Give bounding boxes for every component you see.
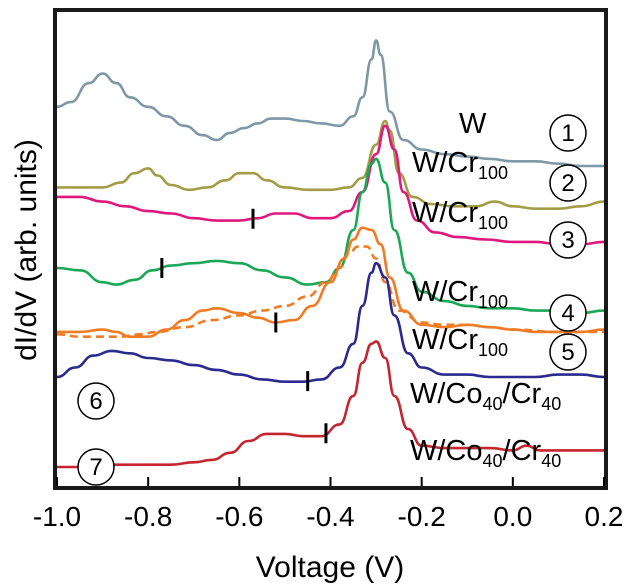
series-label-3: W/Cr100 bbox=[412, 197, 508, 233]
series-layer bbox=[56, 39, 605, 469]
svg-text:5: 5 bbox=[561, 339, 574, 366]
series-number-5: 5 bbox=[549, 333, 587, 371]
series-number-6: 6 bbox=[77, 382, 115, 420]
series-number-4: 4 bbox=[549, 294, 587, 332]
x-tick-label: -0.8 bbox=[124, 501, 172, 532]
series-label-2: W/Cr100 bbox=[412, 147, 508, 183]
series-label-7: W/Co40/Cr40 bbox=[410, 378, 561, 414]
series-number-3: 3 bbox=[549, 221, 587, 259]
x-axis-ticks: -1.0 -0.8 -0.6 -0.4 -0.2 0.0 0.2 bbox=[33, 477, 624, 532]
series-label-8: W/Co40/Cr40 bbox=[410, 435, 561, 471]
series-number-7: 7 bbox=[77, 448, 115, 486]
series-number-2: 2 bbox=[549, 164, 587, 202]
y-axis-label: dI/dV (arb. units) bbox=[10, 139, 43, 361]
x-tick-label: -0.2 bbox=[398, 501, 446, 532]
svg-text:2: 2 bbox=[561, 170, 574, 197]
series-line-2 bbox=[57, 119, 605, 210]
svg-text:6: 6 bbox=[89, 388, 102, 415]
x-tick-label: -0.4 bbox=[306, 501, 354, 532]
plot-frame bbox=[53, 8, 608, 490]
x-tick-label: -1.0 bbox=[33, 501, 81, 532]
x-axis-label: Voltage (V) bbox=[256, 551, 404, 584]
series-line-1 bbox=[56, 39, 604, 168]
svg-text:3: 3 bbox=[561, 227, 574, 254]
x-tick-label: 0.0 bbox=[493, 501, 532, 532]
series-number-1: 1 bbox=[549, 114, 587, 152]
series-line-8 bbox=[56, 340, 604, 469]
series-line-7 bbox=[56, 261, 605, 384]
series-line-3 bbox=[57, 124, 605, 246]
svg-text:7: 7 bbox=[89, 454, 102, 481]
series-number-badges: 1 2 3 4 5 6 7 bbox=[77, 114, 587, 486]
series-line-4 bbox=[56, 157, 605, 315]
x-tick-label: 0.2 bbox=[585, 501, 624, 532]
series-line-6 bbox=[56, 245, 604, 339]
series-label-5: W/Cr100 bbox=[412, 324, 508, 360]
x-tick-label: -0.6 bbox=[215, 501, 263, 532]
svg-text:4: 4 bbox=[561, 300, 574, 327]
series-label-4: W/Cr100 bbox=[412, 276, 508, 312]
svg-text:1: 1 bbox=[561, 120, 574, 147]
series-label-1: W bbox=[459, 108, 487, 140]
series-line-5 bbox=[56, 226, 605, 339]
series-labels: W W/Cr100 W/Cr100 W/Cr100 W/Cr100 W/Co40/Cr40… bbox=[410, 108, 561, 471]
